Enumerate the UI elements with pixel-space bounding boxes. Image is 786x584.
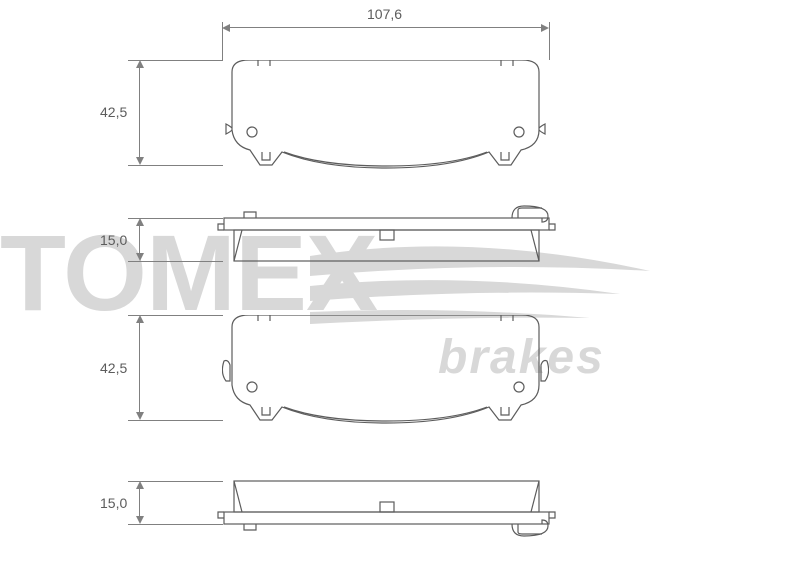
dim-arrow-icon <box>136 253 144 261</box>
dim-ext-line <box>128 261 223 262</box>
dim-arrow-icon <box>136 481 144 489</box>
dim-thick1-line <box>139 226 140 253</box>
dim-height1-line <box>139 68 140 157</box>
dim-width-label: 107,6 <box>367 6 402 22</box>
dim-arrow-icon <box>136 157 144 165</box>
pad-top-face-view <box>222 60 549 175</box>
dim-width-line <box>230 27 541 28</box>
dim-ext-line <box>549 22 550 60</box>
dim-height1-label: 42,5 <box>100 104 127 120</box>
dim-arrow-icon <box>222 24 230 32</box>
dim-ext-line <box>128 524 223 525</box>
dim-ext-line <box>128 165 223 166</box>
dim-arrow-icon <box>136 516 144 524</box>
dim-thick1-label: 15,0 <box>100 232 127 248</box>
pad-bottom-edge-view <box>212 478 572 548</box>
dim-thick2-line <box>139 489 140 516</box>
dim-arrow-icon <box>136 218 144 226</box>
pad-bottom-face-view <box>222 315 549 430</box>
pad-top-edge-view <box>212 200 572 270</box>
drawing-canvas: TOMEX brakes 107,6 42,5 15,0 42,5 15,0 <box>0 0 786 584</box>
dim-arrow-icon <box>136 315 144 323</box>
dim-arrow-icon <box>541 24 549 32</box>
dim-arrow-icon <box>136 60 144 68</box>
dim-ext-line <box>128 420 223 421</box>
dim-arrow-icon <box>136 412 144 420</box>
dim-height2-label: 42,5 <box>100 360 127 376</box>
dim-height2-line <box>139 323 140 412</box>
dim-thick2-label: 15,0 <box>100 495 127 511</box>
